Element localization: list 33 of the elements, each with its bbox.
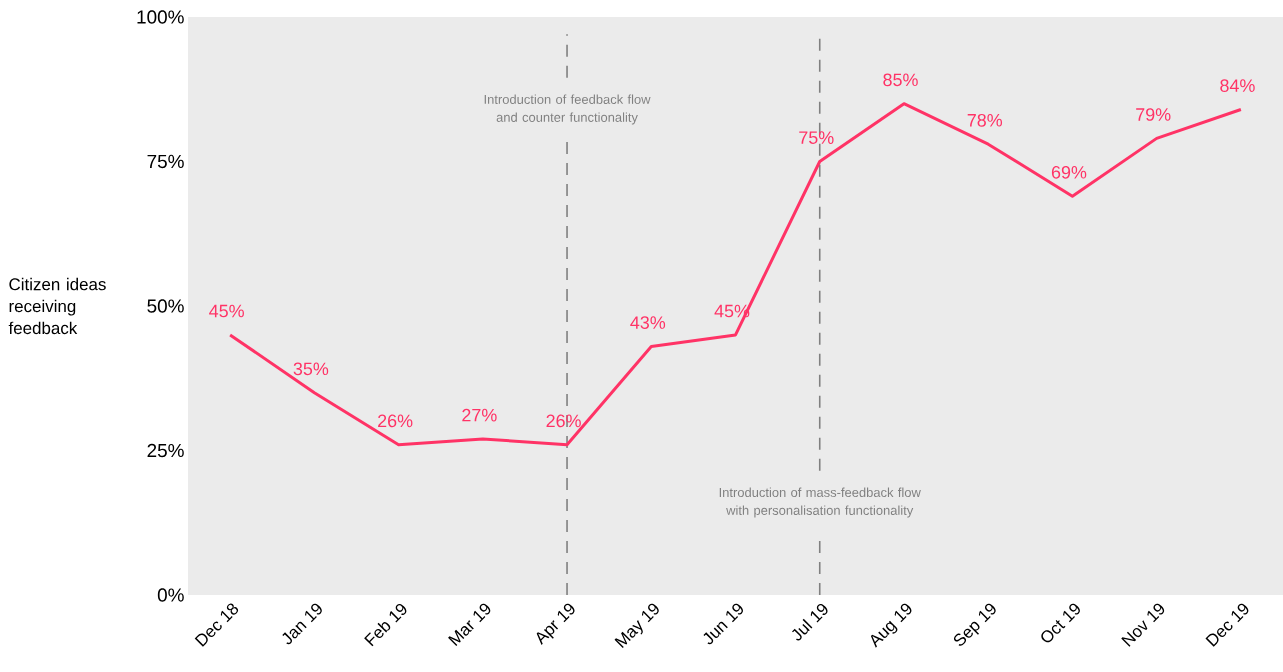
- y-tick-label: 75%: [147, 154, 184, 169]
- x-tick-label: Dec 19: [1205, 603, 1249, 647]
- y-tick-label: 0%: [157, 588, 184, 602]
- data-label: 75%: [799, 131, 834, 144]
- x-tick-label: Jun 19: [703, 603, 743, 645]
- x-tick-label: Jan 19: [282, 603, 322, 645]
- x-tick-label: Nov 19: [1121, 603, 1165, 647]
- x-tick-label: Mar 19: [448, 603, 491, 647]
- data-label: 79%: [1136, 108, 1171, 121]
- x-tick-label: Sep 19: [953, 603, 996, 646]
- data-label: 45%: [209, 304, 244, 318]
- x-tick-label: Apr 19: [536, 603, 575, 646]
- x-tick-label: Feb 19: [364, 603, 407, 647]
- y-tick-label: 50%: [147, 299, 184, 313]
- data-label: 26%: [546, 414, 581, 428]
- x-tick-label: Jul 19: [792, 603, 828, 641]
- data-label: 43%: [630, 316, 666, 329]
- x-tick-label: Oct 19: [1041, 603, 1080, 643]
- ref-line-label: Introduction of mass-feedback flow with personalisation functionality: [719, 487, 921, 518]
- x-tick-label: Dec 18: [194, 603, 239, 647]
- y-axis-title: Citizen ideas receiving feedback: [8, 277, 106, 335]
- data-label: 69%: [1051, 165, 1087, 179]
- ref-line-label: Introduction of feedback flow and counter functionality: [484, 94, 651, 125]
- data-label: 85%: [883, 73, 918, 87]
- data-label: 26%: [378, 414, 413, 428]
- data-label: 78%: [967, 113, 1003, 127]
- data-label: 84%: [1220, 79, 1255, 92]
- data-label: 27%: [462, 408, 497, 422]
- x-tick-label: May 19: [614, 603, 659, 649]
- y-tick-label: 100%: [137, 10, 184, 24]
- data-label: 35%: [293, 362, 329, 376]
- y-tick-label: 25%: [147, 443, 184, 458]
- x-tick-label: Aug 19: [870, 603, 912, 648]
